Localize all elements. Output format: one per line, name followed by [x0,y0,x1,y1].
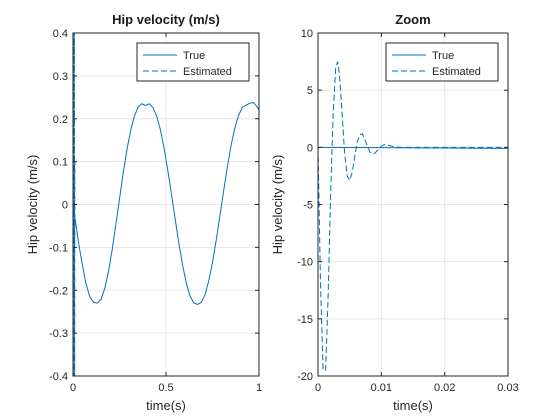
x-tick-label: 0.5 [158,382,173,394]
chart-title: Hip velocity (m/s) [112,12,220,27]
y-tick-label: -15 [297,314,313,326]
y-tick-label: 0.4 [53,28,68,40]
y-tick-label: 0 [62,200,68,212]
legend-box [385,42,499,82]
x-axis-label: time(s) [146,398,186,413]
chart-left: 0 0.5 1 -0.4 -0.3 -0.2 -0.1 0 0.1 0.2 0.3 0.4 Hip ve… [25,12,262,413]
series-line-estimated [318,61,508,371]
x-tick-label: 0.03 [497,382,518,394]
y-tick-label: -0.2 [49,285,68,297]
y-tick-label: -10 [297,257,313,269]
chart-zoom: 0 0.01 0.02 0.03 -20 -15 -10 -5 0 5 10 Zoom time(s) H… [270,12,519,413]
legend-label-true: True [432,50,454,62]
x-tick-label: 1 [256,382,262,394]
legend-label-estimated: Estimated [432,66,481,78]
x-tick-label: 0.02 [434,382,455,394]
y-tick-label: 5 [307,85,313,97]
x-tick-label: 0.01 [371,382,392,394]
y-tick-label: -0.1 [49,242,68,254]
x-tick-label: 0 [315,382,321,394]
y-axis-label: Hip velocity (m/s) [270,155,285,255]
legend-label-true: True [183,50,205,62]
series-line-true [73,101,259,305]
legend: True Estimated [136,42,250,82]
y-tick-label: 0.2 [53,114,68,126]
y-tick-label: 0.3 [53,71,68,83]
legend-box [136,42,250,82]
y-tick-label: -5 [303,200,313,212]
y-tick-label: -20 [297,371,313,383]
y-axis-label: Hip velocity (m/s) [25,155,40,255]
y-tick-label: -0.4 [49,371,68,383]
x-axis-label: time(s) [393,398,433,413]
y-tick-label: 0 [307,142,313,154]
y-tick-label: -0.3 [49,328,68,340]
series-line-true [318,146,508,149]
chart-title: Zoom [395,12,430,27]
y-tick-label: 0.1 [53,157,68,169]
y-tick-label: 10 [301,28,313,40]
legend: True Estimated [385,42,499,82]
x-tick-label: 0 [70,382,76,394]
legend-label-estimated: Estimated [183,66,232,78]
